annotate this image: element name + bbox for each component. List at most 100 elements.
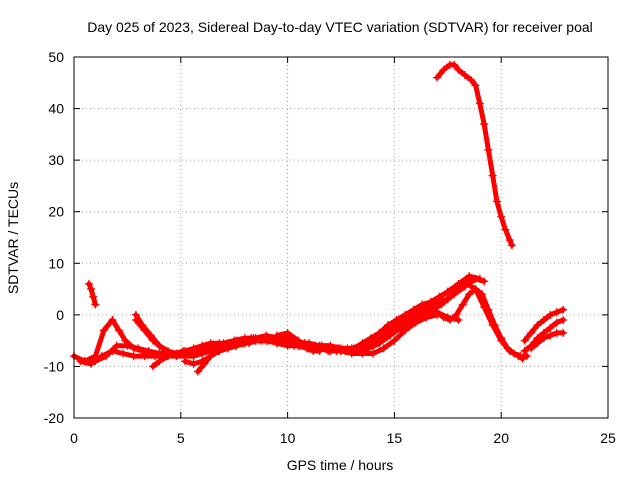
y-tick-label: 20 — [48, 204, 64, 220]
x-tick-label: 25 — [600, 430, 616, 446]
data-point — [347, 349, 356, 358]
data-point — [337, 346, 345, 355]
data-point — [80, 357, 89, 366]
x-tick-label: 10 — [280, 430, 296, 446]
data-point — [426, 297, 435, 306]
data-point — [119, 349, 128, 358]
data-point — [552, 318, 561, 327]
data-point — [433, 73, 442, 82]
data-point — [428, 305, 437, 314]
data-point — [155, 341, 164, 350]
series-arc-high — [433, 60, 516, 250]
data-point — [403, 316, 412, 325]
series-arc-l — [527, 328, 568, 353]
data-point — [304, 344, 313, 353]
data-point — [112, 341, 121, 350]
data-point — [91, 352, 100, 361]
data-point — [379, 344, 388, 353]
data-point — [272, 331, 281, 340]
data-point — [390, 336, 399, 345]
data-point — [477, 290, 486, 299]
data-point — [129, 352, 138, 361]
data-point — [439, 313, 448, 322]
data-point — [138, 346, 147, 355]
data-point — [533, 339, 542, 348]
data-point — [503, 344, 512, 353]
data-point — [480, 277, 489, 286]
data-point — [369, 339, 378, 348]
data-point — [369, 349, 378, 358]
data-point — [189, 359, 198, 368]
data-point — [445, 292, 454, 301]
data-point — [411, 310, 420, 319]
data-point — [463, 279, 472, 288]
data-point — [394, 321, 403, 330]
data-point — [471, 81, 480, 90]
x-tick-label: 0 — [70, 430, 78, 446]
y-tick-label: 30 — [48, 152, 64, 168]
data-point — [552, 308, 561, 317]
data-point — [433, 310, 442, 319]
y-tick-label: 10 — [48, 255, 64, 271]
data-point — [206, 339, 215, 348]
data-point — [131, 316, 140, 325]
data-point — [108, 346, 117, 355]
data-point — [507, 241, 516, 250]
data-point — [91, 300, 100, 309]
data-point — [411, 318, 420, 327]
data-point — [87, 285, 96, 294]
x-axis-label: GPS time / hours — [287, 457, 394, 473]
data-point — [172, 349, 181, 358]
data-point — [539, 316, 548, 325]
data-point — [546, 331, 555, 340]
data-point — [215, 339, 224, 348]
data-point — [108, 316, 117, 325]
data-point — [480, 120, 489, 129]
data-point — [219, 344, 228, 353]
data-point — [484, 145, 493, 154]
data-point — [206, 352, 215, 361]
data-point — [114, 326, 123, 335]
data-point — [435, 292, 444, 301]
data-point — [245, 339, 254, 348]
y-tick-label: 0 — [56, 307, 64, 323]
data-point — [140, 326, 149, 335]
data-point — [189, 344, 198, 353]
data-point — [546, 323, 555, 332]
data-point — [181, 346, 190, 355]
data-point — [401, 326, 410, 335]
data-point — [326, 344, 335, 353]
data-point — [375, 328, 384, 337]
data-point — [539, 334, 548, 343]
data-point — [193, 367, 202, 376]
data-point — [225, 341, 234, 350]
data-point — [283, 328, 292, 337]
data-point — [484, 305, 493, 314]
data-point — [129, 344, 138, 353]
data-point — [189, 352, 198, 361]
data-point — [467, 76, 476, 85]
data-point — [546, 310, 555, 319]
data-point — [465, 290, 474, 299]
data-point — [445, 316, 454, 325]
data-point — [294, 336, 303, 345]
grid — [74, 57, 608, 418]
data-point — [454, 65, 463, 74]
data-point — [527, 344, 536, 353]
data-point — [458, 300, 467, 309]
y-tick-label: -10 — [44, 358, 64, 374]
y-tick-label: 50 — [48, 49, 64, 65]
data-point — [149, 362, 158, 371]
data-point — [418, 300, 427, 309]
data-point — [454, 316, 463, 325]
data-point — [409, 305, 418, 314]
data-point — [377, 334, 386, 343]
data-point — [163, 352, 172, 361]
data-point — [559, 316, 568, 325]
data-point — [559, 328, 568, 337]
data-point — [475, 99, 484, 108]
data-point — [121, 336, 130, 345]
data-point — [439, 65, 448, 74]
